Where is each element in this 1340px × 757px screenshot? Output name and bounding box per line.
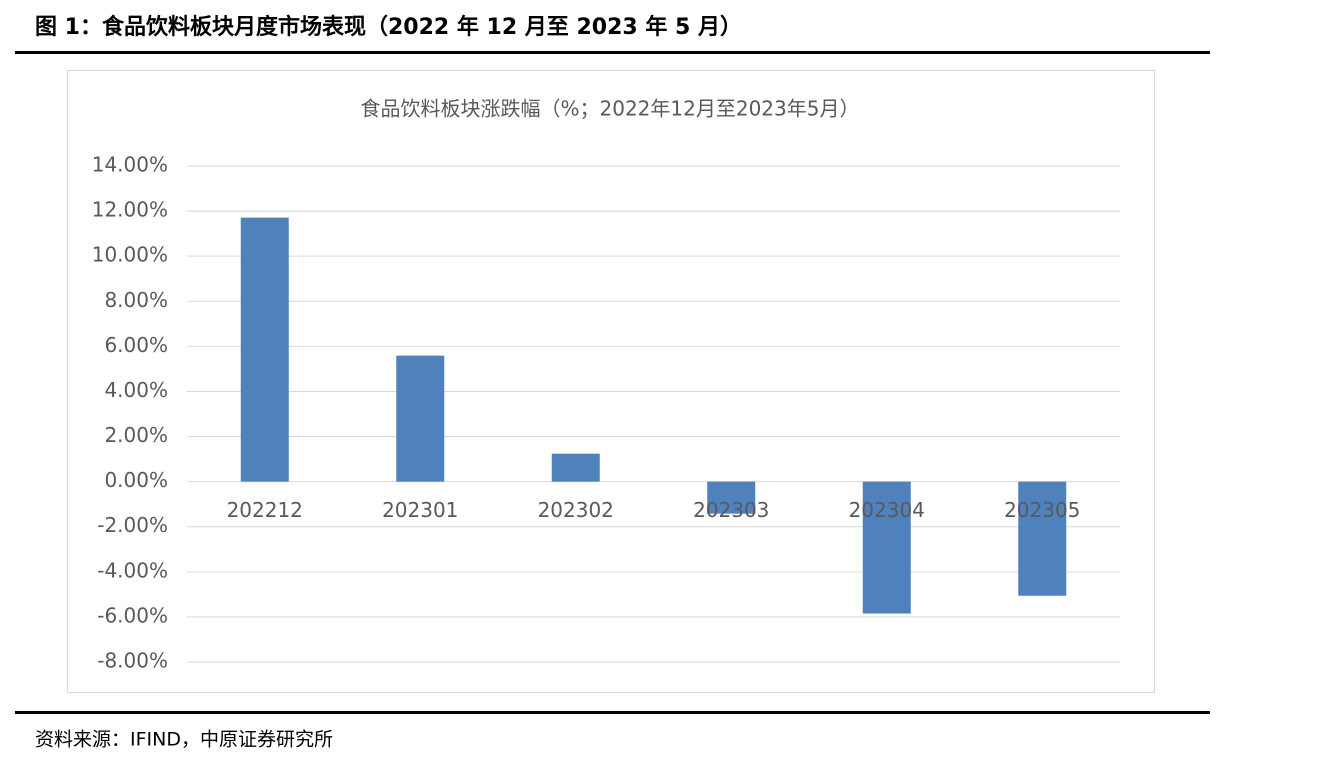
bar: [396, 355, 445, 482]
y-tick-label: -2.00%: [97, 513, 168, 537]
x-tick-label: 202303: [693, 498, 769, 522]
bar: [1018, 481, 1067, 596]
y-tick-label: 2.00%: [104, 423, 168, 447]
bar: [551, 453, 600, 482]
x-tick-label: 202305: [1004, 498, 1080, 522]
y-tick-label: -8.00%: [97, 649, 168, 673]
chart-frame: [67, 70, 1155, 693]
y-tick-label: 12.00%: [92, 198, 168, 222]
x-tick-label: 202212: [227, 498, 303, 522]
y-tick-label: 14.00%: [92, 153, 168, 177]
source-note: 资料来源：IFIND，中原证券研究所: [35, 729, 333, 751]
header-rule: [15, 51, 1210, 54]
bar: [862, 481, 911, 614]
x-tick-label: 202304: [849, 498, 925, 522]
y-tick-label: 4.00%: [104, 378, 168, 402]
chart-title: 食品饮料板块涨跌幅（%；2022年12月至2023年5月）: [361, 97, 860, 121]
y-tick-label: 0.00%: [104, 468, 168, 492]
footer-rule: [15, 711, 1210, 714]
y-tick-label: 8.00%: [104, 288, 168, 312]
x-tick-label: 202301: [382, 498, 458, 522]
y-tick-label: 6.00%: [104, 333, 168, 357]
y-tick-label: 10.00%: [92, 243, 168, 267]
figure-title: 图 1：食品饮料板块月度市场表现（2022 年 12 月至 2023 年 5 月…: [35, 14, 742, 40]
bar: [707, 481, 756, 514]
y-tick-label: -6.00%: [97, 603, 168, 627]
x-tick-label: 202302: [538, 498, 614, 522]
y-tick-label: -4.00%: [97, 558, 168, 582]
bar: [240, 217, 289, 482]
